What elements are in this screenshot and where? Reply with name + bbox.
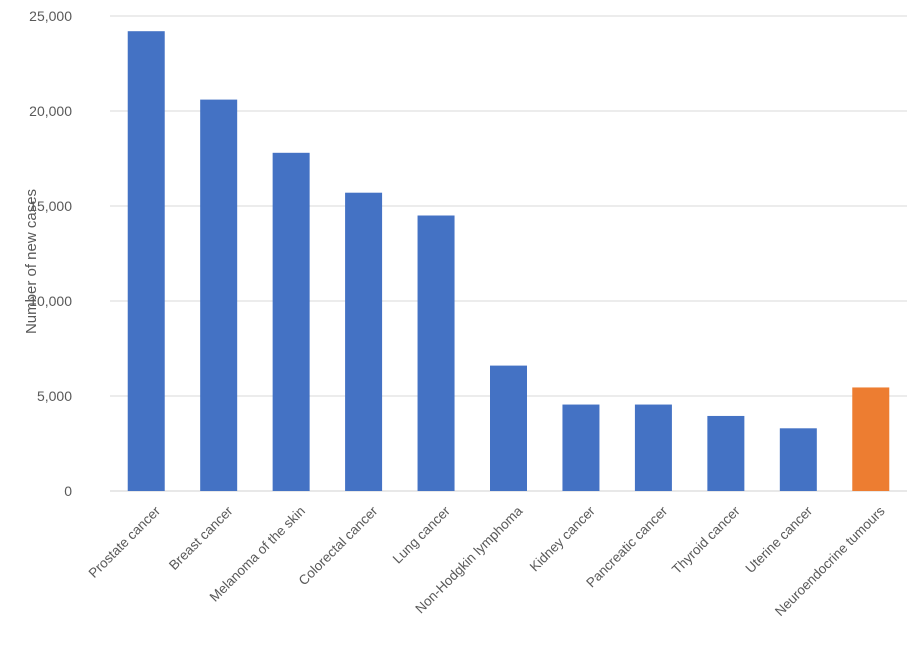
bar-uterine-cancer <box>779 428 817 491</box>
y-tick-label: 15,000 <box>29 198 72 214</box>
x-tick-label: Thyroid cancer <box>669 503 743 577</box>
x-tick-label: Pancreatic cancer <box>583 503 670 590</box>
bar-melanoma-of-the-skin <box>272 152 310 492</box>
bar-pancreatic-cancer <box>634 404 672 491</box>
bar-non-hodgkin-lymphoma <box>490 365 527 491</box>
bar-thyroid-cancer <box>707 415 745 491</box>
x-tick-label: Prostate cancer <box>86 503 164 581</box>
bars <box>127 31 890 492</box>
bar-colorectal-cancer <box>345 192 383 491</box>
x-tick-label: Colorectal cancer <box>296 503 381 588</box>
x-tick-label: Uterine cancer <box>743 503 816 576</box>
y-tick-label: 20,000 <box>29 103 72 119</box>
bar-lung-cancer <box>417 215 455 491</box>
bar-kidney-cancer <box>562 404 600 491</box>
y-axis-ticks: 0 5,000 10,000 15,000 20,000 25,000 <box>29 8 72 499</box>
y-tick-label: 0 <box>64 483 72 499</box>
y-axis-title: Number of new cases <box>23 189 40 334</box>
y-tick-label: 5,000 <box>37 388 72 404</box>
bar-breast-cancer <box>200 99 238 491</box>
gridlines <box>110 15 907 492</box>
x-tick-label: Lung cancer <box>390 503 454 567</box>
y-tick-label: 10,000 <box>29 293 72 309</box>
x-tick-label: Breast cancer <box>166 503 236 573</box>
bar-neuroendocrine-tumours <box>852 387 890 491</box>
x-tick-label: Kidney cancer <box>527 503 598 574</box>
y-tick-label: 25,000 <box>29 8 72 24</box>
bar-prostate-cancer <box>127 31 165 491</box>
